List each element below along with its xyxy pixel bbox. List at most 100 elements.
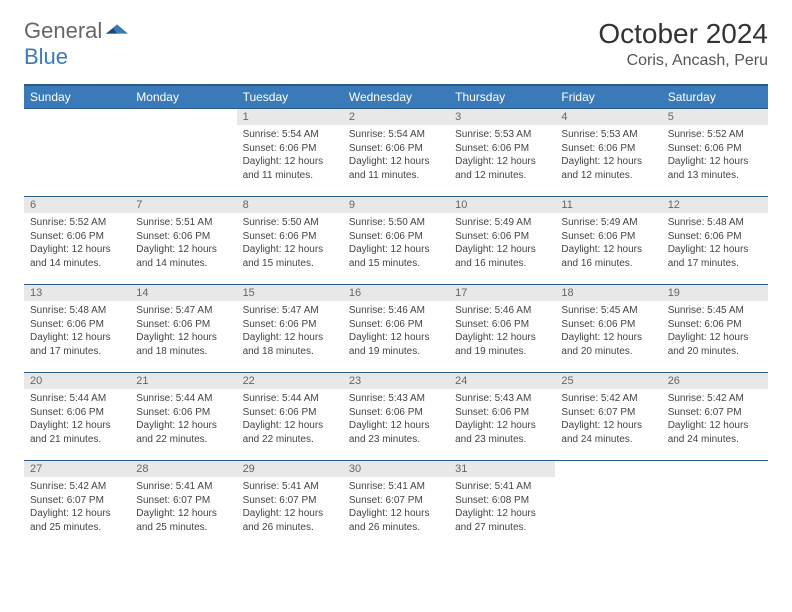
day-details: Sunrise: 5:48 AMSunset: 6:06 PMDaylight:… [24, 301, 130, 361]
calendar-cell: 29Sunrise: 5:41 AMSunset: 6:07 PMDayligh… [237, 461, 343, 549]
calendar-cell [130, 109, 236, 197]
calendar-body: 1Sunrise: 5:54 AMSunset: 6:06 PMDaylight… [24, 109, 768, 549]
day-details: Sunrise: 5:47 AMSunset: 6:06 PMDaylight:… [130, 301, 236, 361]
day-number: 1 [237, 109, 343, 125]
day-number: 3 [449, 109, 555, 125]
weekday-header: Wednesday [343, 85, 449, 109]
day-details: Sunrise: 5:44 AMSunset: 6:06 PMDaylight:… [237, 389, 343, 449]
calendar-cell: 28Sunrise: 5:41 AMSunset: 6:07 PMDayligh… [130, 461, 236, 549]
day-number: 18 [555, 285, 661, 301]
day-number: 21 [130, 373, 236, 389]
day-details: Sunrise: 5:46 AMSunset: 6:06 PMDaylight:… [449, 301, 555, 361]
day-details: Sunrise: 5:53 AMSunset: 6:06 PMDaylight:… [449, 125, 555, 185]
day-number: 25 [555, 373, 661, 389]
day-number: 19 [662, 285, 768, 301]
calendar-cell: 20Sunrise: 5:44 AMSunset: 6:06 PMDayligh… [24, 373, 130, 461]
logo-text-blue: Blue [24, 44, 68, 69]
calendar-cell: 31Sunrise: 5:41 AMSunset: 6:08 PMDayligh… [449, 461, 555, 549]
calendar-cell: 17Sunrise: 5:46 AMSunset: 6:06 PMDayligh… [449, 285, 555, 373]
day-number: 24 [449, 373, 555, 389]
logo: General Blue [24, 18, 128, 70]
calendar-cell: 9Sunrise: 5:50 AMSunset: 6:06 PMDaylight… [343, 197, 449, 285]
weekday-header: Thursday [449, 85, 555, 109]
weekday-header: Friday [555, 85, 661, 109]
day-details: Sunrise: 5:54 AMSunset: 6:06 PMDaylight:… [343, 125, 449, 185]
calendar-cell: 30Sunrise: 5:41 AMSunset: 6:07 PMDayligh… [343, 461, 449, 549]
calendar-cell: 19Sunrise: 5:45 AMSunset: 6:06 PMDayligh… [662, 285, 768, 373]
day-number: 27 [24, 461, 130, 477]
calendar-cell: 27Sunrise: 5:42 AMSunset: 6:07 PMDayligh… [24, 461, 130, 549]
day-number: 11 [555, 197, 661, 213]
title-block: October 2024 Coris, Ancash, Peru [598, 18, 768, 70]
day-details: Sunrise: 5:41 AMSunset: 6:07 PMDaylight:… [237, 477, 343, 537]
calendar-cell: 10Sunrise: 5:49 AMSunset: 6:06 PMDayligh… [449, 197, 555, 285]
day-number: 16 [343, 285, 449, 301]
calendar-cell: 22Sunrise: 5:44 AMSunset: 6:06 PMDayligh… [237, 373, 343, 461]
day-number: 13 [24, 285, 130, 301]
weekday-header-row: SundayMondayTuesdayWednesdayThursdayFrid… [24, 85, 768, 109]
day-details: Sunrise: 5:42 AMSunset: 6:07 PMDaylight:… [555, 389, 661, 449]
calendar-cell: 13Sunrise: 5:48 AMSunset: 6:06 PMDayligh… [24, 285, 130, 373]
day-number: 31 [449, 461, 555, 477]
day-details: Sunrise: 5:45 AMSunset: 6:06 PMDaylight:… [555, 301, 661, 361]
calendar-cell: 3Sunrise: 5:53 AMSunset: 6:06 PMDaylight… [449, 109, 555, 197]
day-details: Sunrise: 5:46 AMSunset: 6:06 PMDaylight:… [343, 301, 449, 361]
day-number: 5 [662, 109, 768, 125]
day-details: Sunrise: 5:41 AMSunset: 6:07 PMDaylight:… [130, 477, 236, 537]
calendar-cell: 26Sunrise: 5:42 AMSunset: 6:07 PMDayligh… [662, 373, 768, 461]
day-details: Sunrise: 5:45 AMSunset: 6:06 PMDaylight:… [662, 301, 768, 361]
day-details: Sunrise: 5:42 AMSunset: 6:07 PMDaylight:… [24, 477, 130, 537]
day-details: Sunrise: 5:44 AMSunset: 6:06 PMDaylight:… [24, 389, 130, 449]
calendar-cell: 14Sunrise: 5:47 AMSunset: 6:06 PMDayligh… [130, 285, 236, 373]
day-number: 29 [237, 461, 343, 477]
calendar-cell: 4Sunrise: 5:53 AMSunset: 6:06 PMDaylight… [555, 109, 661, 197]
calendar-cell: 16Sunrise: 5:46 AMSunset: 6:06 PMDayligh… [343, 285, 449, 373]
calendar-cell: 12Sunrise: 5:48 AMSunset: 6:06 PMDayligh… [662, 197, 768, 285]
day-details: Sunrise: 5:47 AMSunset: 6:06 PMDaylight:… [237, 301, 343, 361]
day-number: 8 [237, 197, 343, 213]
calendar-cell: 25Sunrise: 5:42 AMSunset: 6:07 PMDayligh… [555, 373, 661, 461]
calendar-cell [662, 461, 768, 549]
day-details: Sunrise: 5:51 AMSunset: 6:06 PMDaylight:… [130, 213, 236, 273]
day-number: 2 [343, 109, 449, 125]
logo-text-general: General [24, 18, 102, 43]
day-details: Sunrise: 5:48 AMSunset: 6:06 PMDaylight:… [662, 213, 768, 273]
weekday-header: Sunday [24, 85, 130, 109]
day-number: 22 [237, 373, 343, 389]
day-number: 15 [237, 285, 343, 301]
day-number: 23 [343, 373, 449, 389]
calendar-cell: 5Sunrise: 5:52 AMSunset: 6:06 PMDaylight… [662, 109, 768, 197]
day-number: 28 [130, 461, 236, 477]
location: Coris, Ancash, Peru [598, 52, 768, 70]
weekday-header: Tuesday [237, 85, 343, 109]
calendar-cell: 2Sunrise: 5:54 AMSunset: 6:06 PMDaylight… [343, 109, 449, 197]
day-details: Sunrise: 5:50 AMSunset: 6:06 PMDaylight:… [343, 213, 449, 273]
day-details: Sunrise: 5:44 AMSunset: 6:06 PMDaylight:… [130, 389, 236, 449]
month-title: October 2024 [598, 18, 768, 50]
calendar-cell: 8Sunrise: 5:50 AMSunset: 6:06 PMDaylight… [237, 197, 343, 285]
day-details: Sunrise: 5:49 AMSunset: 6:06 PMDaylight:… [449, 213, 555, 273]
day-number: 4 [555, 109, 661, 125]
day-details: Sunrise: 5:41 AMSunset: 6:07 PMDaylight:… [343, 477, 449, 537]
calendar-cell: 23Sunrise: 5:43 AMSunset: 6:06 PMDayligh… [343, 373, 449, 461]
day-number: 17 [449, 285, 555, 301]
day-details: Sunrise: 5:41 AMSunset: 6:08 PMDaylight:… [449, 477, 555, 537]
calendar-cell: 21Sunrise: 5:44 AMSunset: 6:06 PMDayligh… [130, 373, 236, 461]
day-number: 14 [130, 285, 236, 301]
day-details: Sunrise: 5:42 AMSunset: 6:07 PMDaylight:… [662, 389, 768, 449]
calendar-row: 6Sunrise: 5:52 AMSunset: 6:06 PMDaylight… [24, 197, 768, 285]
calendar-cell: 1Sunrise: 5:54 AMSunset: 6:06 PMDaylight… [237, 109, 343, 197]
day-number: 26 [662, 373, 768, 389]
day-number: 20 [24, 373, 130, 389]
calendar-row: 27Sunrise: 5:42 AMSunset: 6:07 PMDayligh… [24, 461, 768, 549]
calendar-cell [24, 109, 130, 197]
calendar-cell: 24Sunrise: 5:43 AMSunset: 6:06 PMDayligh… [449, 373, 555, 461]
day-details: Sunrise: 5:50 AMSunset: 6:06 PMDaylight:… [237, 213, 343, 273]
calendar-cell: 11Sunrise: 5:49 AMSunset: 6:06 PMDayligh… [555, 197, 661, 285]
day-number: 9 [343, 197, 449, 213]
day-details: Sunrise: 5:52 AMSunset: 6:06 PMDaylight:… [662, 125, 768, 185]
day-number: 6 [24, 197, 130, 213]
day-details: Sunrise: 5:52 AMSunset: 6:06 PMDaylight:… [24, 213, 130, 273]
day-details: Sunrise: 5:43 AMSunset: 6:06 PMDaylight:… [449, 389, 555, 449]
calendar-row: 13Sunrise: 5:48 AMSunset: 6:06 PMDayligh… [24, 285, 768, 373]
